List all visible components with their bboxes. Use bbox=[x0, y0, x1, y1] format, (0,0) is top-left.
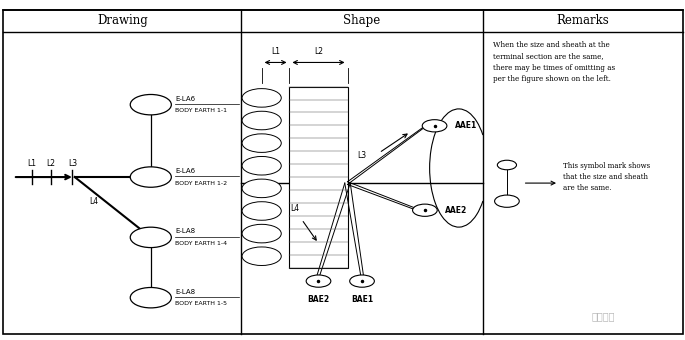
Text: L1: L1 bbox=[271, 47, 280, 56]
Text: BAE1: BAE1 bbox=[142, 235, 159, 240]
Text: BODY EARTH 1-2: BODY EARTH 1-2 bbox=[175, 181, 227, 186]
Text: E-LA8: E-LA8 bbox=[175, 289, 196, 294]
Ellipse shape bbox=[242, 224, 282, 243]
Ellipse shape bbox=[242, 179, 282, 198]
Text: L1: L1 bbox=[27, 158, 36, 168]
Text: Shape: Shape bbox=[343, 14, 381, 28]
Text: This symbol mark shows
that the size and sheath
are the same.: This symbol mark shows that the size and… bbox=[563, 162, 650, 192]
Text: BODY EARTH 1-4: BODY EARTH 1-4 bbox=[175, 241, 227, 246]
Text: E-LA6: E-LA6 bbox=[175, 168, 196, 174]
Text: AAE2: AAE2 bbox=[142, 174, 159, 180]
Text: L2: L2 bbox=[47, 158, 55, 168]
Text: L3: L3 bbox=[68, 158, 77, 168]
Ellipse shape bbox=[242, 111, 282, 130]
Text: L2: L2 bbox=[314, 47, 323, 56]
Text: Remarks: Remarks bbox=[556, 14, 610, 28]
Circle shape bbox=[349, 275, 374, 287]
Text: BODY EARTH 1-5: BODY EARTH 1-5 bbox=[175, 301, 227, 306]
Circle shape bbox=[306, 275, 331, 287]
Circle shape bbox=[497, 160, 516, 170]
Text: 线束专家: 线束专家 bbox=[591, 311, 614, 321]
Circle shape bbox=[412, 204, 437, 216]
Circle shape bbox=[130, 95, 171, 115]
Ellipse shape bbox=[242, 89, 282, 107]
Ellipse shape bbox=[242, 202, 282, 220]
Text: BAE2: BAE2 bbox=[308, 295, 329, 304]
Text: E-LA8: E-LA8 bbox=[175, 228, 196, 234]
Circle shape bbox=[495, 195, 519, 207]
Ellipse shape bbox=[242, 156, 282, 175]
Text: L4: L4 bbox=[89, 197, 99, 206]
Text: AAE2: AAE2 bbox=[445, 206, 468, 215]
Text: E-LA6: E-LA6 bbox=[175, 96, 196, 102]
Circle shape bbox=[130, 288, 171, 308]
Text: BODY EARTH 1-1: BODY EARTH 1-1 bbox=[175, 108, 227, 113]
Circle shape bbox=[130, 167, 171, 187]
Text: L4: L4 bbox=[290, 204, 299, 213]
FancyBboxPatch shape bbox=[3, 10, 683, 334]
Ellipse shape bbox=[242, 134, 282, 152]
Text: L3: L3 bbox=[358, 151, 367, 160]
Circle shape bbox=[422, 120, 447, 132]
Text: AAE1: AAE1 bbox=[455, 121, 477, 130]
Text: BAE1: BAE1 bbox=[351, 295, 373, 304]
Bar bbox=[290, 87, 347, 268]
Text: Drawing: Drawing bbox=[97, 14, 148, 28]
Ellipse shape bbox=[242, 247, 282, 266]
Circle shape bbox=[130, 227, 171, 248]
Text: AAE1: AAE1 bbox=[142, 102, 159, 107]
Text: When the size and sheath at the
terminal section are the same,
there may be time: When the size and sheath at the terminal… bbox=[493, 41, 615, 83]
Text: BAE2: BAE2 bbox=[142, 295, 159, 300]
